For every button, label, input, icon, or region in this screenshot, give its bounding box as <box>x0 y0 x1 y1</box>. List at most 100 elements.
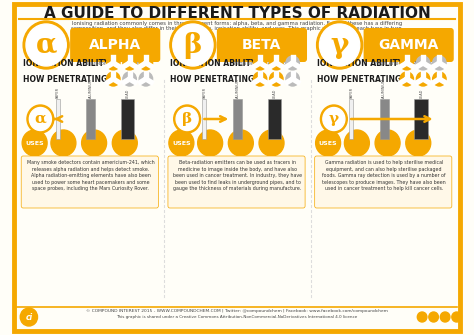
Text: PAPER: PAPER <box>349 87 353 98</box>
Circle shape <box>400 72 413 86</box>
Circle shape <box>111 77 116 81</box>
Bar <box>414 99 428 139</box>
Text: composition, and they also differ in their penetration, ionisation ability, and : composition, and they also differ in the… <box>71 26 403 31</box>
Circle shape <box>82 130 107 156</box>
Circle shape <box>253 72 267 86</box>
Circle shape <box>433 56 446 70</box>
FancyBboxPatch shape <box>364 28 454 62</box>
Circle shape <box>27 105 54 133</box>
Text: © COMPOUND INTEREST 2015 - WWW.COMPOUNDCHEM.COM | Twitter: @compoundchem | Faceb: © COMPOUND INTEREST 2015 - WWW.COMPOUNDC… <box>86 309 388 313</box>
Circle shape <box>139 56 153 70</box>
Circle shape <box>112 130 137 156</box>
Circle shape <box>323 108 345 131</box>
Text: LEAD: LEAD <box>273 89 276 98</box>
Circle shape <box>258 77 262 81</box>
Text: USES: USES <box>172 140 191 145</box>
Circle shape <box>259 130 284 156</box>
Circle shape <box>123 72 137 86</box>
Text: HOW PENETRATING?: HOW PENETRATING? <box>170 74 258 83</box>
Circle shape <box>291 77 295 81</box>
Circle shape <box>111 61 116 65</box>
Circle shape <box>270 72 283 86</box>
Text: ALUMINIUM: ALUMINIUM <box>89 78 93 98</box>
Circle shape <box>416 72 430 86</box>
Text: LEAD: LEAD <box>419 89 423 98</box>
Bar <box>380 99 389 139</box>
Text: A GUIDE TO DIFFERENT TYPES OF RADIATION: A GUIDE TO DIFFERENT TYPES OF RADIATION <box>44 6 430 21</box>
Circle shape <box>400 56 413 70</box>
Circle shape <box>144 77 148 81</box>
Text: LEAD: LEAD <box>126 89 130 98</box>
FancyBboxPatch shape <box>217 28 307 62</box>
Text: HOW PENETRATING?: HOW PENETRATING? <box>317 74 405 83</box>
Text: Ionising radiation commonly comes in three different forms: alpha, beta, and gam: Ionising radiation commonly comes in thr… <box>72 21 402 26</box>
Text: ci: ci <box>25 313 32 322</box>
Circle shape <box>107 72 120 86</box>
Circle shape <box>169 130 194 156</box>
Circle shape <box>291 61 295 65</box>
Circle shape <box>405 61 409 65</box>
Circle shape <box>123 56 137 70</box>
Text: α: α <box>35 112 46 126</box>
Text: USES: USES <box>25 140 44 145</box>
Text: IONISATION ABILITY:: IONISATION ABILITY: <box>170 59 259 67</box>
Text: ALPHA: ALPHA <box>89 38 141 52</box>
Circle shape <box>26 24 66 66</box>
Text: 2 protons & 2 neutrons: 2 protons & 2 neutrons <box>85 61 146 66</box>
Circle shape <box>170 21 216 69</box>
Circle shape <box>51 130 76 156</box>
FancyBboxPatch shape <box>315 156 452 208</box>
Bar <box>202 99 206 139</box>
Circle shape <box>128 61 132 65</box>
Text: Many smoke detectors contain americium-241, which
releases alpha radiation and h: Many smoke detectors contain americium-2… <box>27 160 155 191</box>
Circle shape <box>316 130 341 156</box>
Circle shape <box>437 61 441 65</box>
Text: ALUMINIUM: ALUMINIUM <box>236 78 239 98</box>
Text: PAPER: PAPER <box>55 87 60 98</box>
Circle shape <box>144 61 148 65</box>
Text: This graphic is shared under a Creative Commons Attribution-NonCommercial-NoDeri: This graphic is shared under a Creative … <box>117 315 357 319</box>
Text: β: β <box>182 112 192 126</box>
Circle shape <box>139 72 153 86</box>
Circle shape <box>416 56 430 70</box>
Circle shape <box>228 130 253 156</box>
Text: γ: γ <box>330 31 349 59</box>
Circle shape <box>440 312 450 322</box>
FancyBboxPatch shape <box>21 156 158 208</box>
Circle shape <box>107 56 120 70</box>
Circle shape <box>274 77 278 81</box>
Bar <box>349 99 353 139</box>
FancyBboxPatch shape <box>14 4 460 331</box>
Circle shape <box>270 56 283 70</box>
Circle shape <box>320 105 347 133</box>
Text: IONISATION ABILITY:: IONISATION ABILITY: <box>23 59 112 67</box>
Circle shape <box>286 72 300 86</box>
Text: GAMMA: GAMMA <box>378 38 439 52</box>
Text: BETA: BETA <box>242 38 282 52</box>
FancyBboxPatch shape <box>70 28 160 62</box>
Circle shape <box>22 130 47 156</box>
Circle shape <box>176 108 198 131</box>
Circle shape <box>258 61 262 65</box>
Circle shape <box>421 61 425 65</box>
Circle shape <box>20 308 37 326</box>
Circle shape <box>375 130 400 156</box>
Text: β: β <box>184 31 202 59</box>
Bar <box>233 99 242 139</box>
Text: α: α <box>36 31 57 59</box>
Circle shape <box>23 21 69 69</box>
Circle shape <box>29 108 51 131</box>
Bar <box>86 99 95 139</box>
Circle shape <box>433 72 446 86</box>
Circle shape <box>253 56 267 70</box>
Text: USES: USES <box>319 140 337 145</box>
Circle shape <box>405 77 409 81</box>
Circle shape <box>274 61 278 65</box>
FancyBboxPatch shape <box>168 156 305 208</box>
Circle shape <box>286 56 300 70</box>
Circle shape <box>452 312 461 322</box>
Text: High energy electron: High energy electron <box>234 61 290 66</box>
Circle shape <box>417 312 427 322</box>
Circle shape <box>198 130 223 156</box>
Text: Gamma radiation is used to help sterilise medical
equipment, and can also help s: Gamma radiation is used to help sterilis… <box>322 160 446 191</box>
